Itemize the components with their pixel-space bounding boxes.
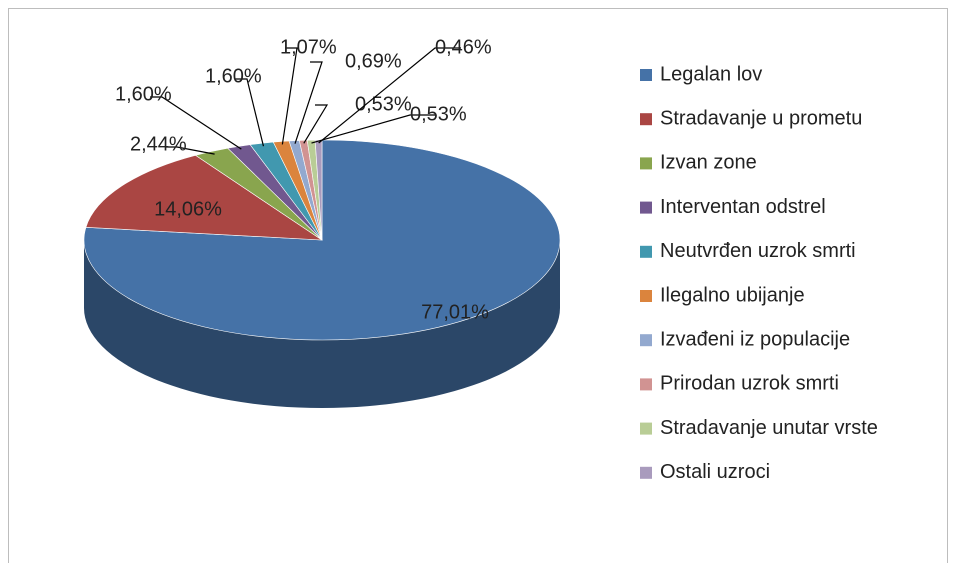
leader-line (303, 104, 329, 144)
legend-label: Legalan lov (660, 63, 762, 85)
legend-swatch (640, 245, 652, 258)
leader-line (235, 78, 265, 147)
legend-swatch (640, 201, 652, 214)
legend-swatch (640, 422, 652, 435)
legend-label: Prirodan uzrok smrti (660, 373, 839, 395)
data-label: 1,60% (115, 83, 172, 105)
leader-line (311, 114, 436, 144)
leader-line (294, 61, 323, 144)
data-label: 0,53% (355, 93, 412, 115)
legend-swatch (640, 334, 652, 347)
legend-label: Izvan zone (660, 152, 757, 174)
data-label: 14,06% (154, 198, 222, 220)
chart-border (8, 8, 948, 563)
leader-line (318, 47, 461, 144)
legend-label: Ilegalno ubijanje (660, 284, 805, 306)
data-label: 0,53% (410, 103, 467, 125)
legend-swatch (640, 290, 652, 302)
slice (85, 154, 324, 241)
legend-label: Interventan odstrel (660, 196, 826, 218)
legend-label: Neutvrđen uzrok smrti (660, 240, 856, 262)
legend-swatch (640, 69, 652, 81)
data-label: 1,07% (280, 36, 337, 58)
data-label: 2,44% (130, 133, 187, 155)
legend-label: Izvađeni iz populacije (660, 328, 850, 350)
legend-swatch (640, 157, 652, 170)
leader-line (150, 96, 242, 150)
legend-label: Ostali uzroci (660, 461, 770, 483)
slice-side (84, 240, 560, 408)
legend-swatch (640, 466, 652, 479)
data-label: 77,01% (421, 301, 489, 323)
legend-swatch (640, 378, 652, 391)
legend-swatch (640, 113, 652, 126)
data-label: 0,46% (435, 36, 492, 58)
data-label: 1,60% (205, 65, 262, 87)
data-label: 0,69% (345, 50, 402, 72)
leader-line (165, 146, 215, 155)
leader-line (281, 47, 298, 145)
legend-label: Stradavanje u prometu (660, 107, 862, 129)
legend-label: Stradavanje unutar vrste (660, 417, 878, 439)
